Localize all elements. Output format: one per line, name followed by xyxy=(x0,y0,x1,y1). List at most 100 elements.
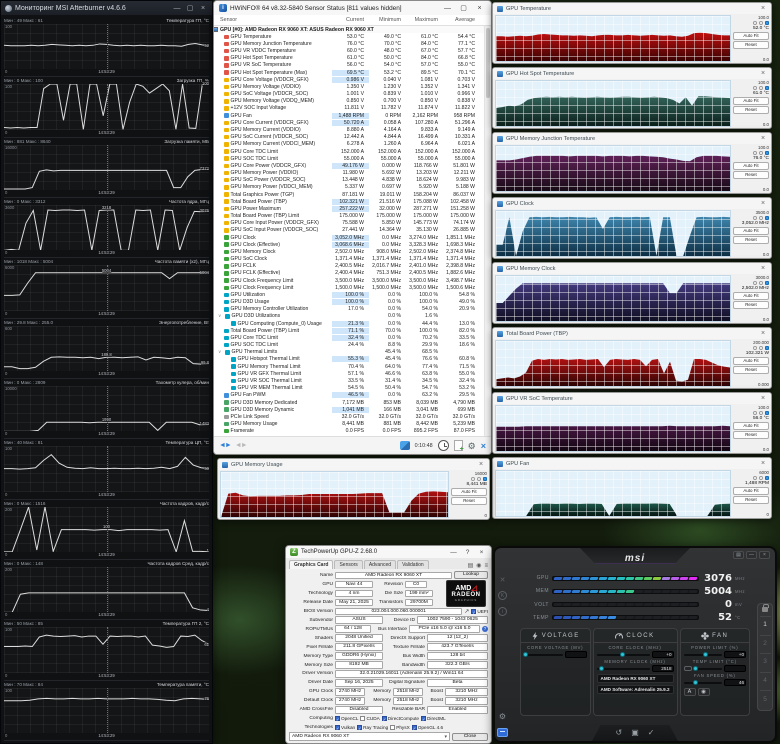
sensor-row[interactable]: GPU SoC Clock 1,371.4 MHz 1,371.4 MHz 1,371… xyxy=(214,256,484,263)
sensor-row[interactable]: Total Board Power (TBP) Limit 175.000 W 17… xyxy=(214,212,484,219)
sensor-row[interactable]: Total Board Power (TBP) Limit 71.1 % 70.0 … xyxy=(214,327,484,334)
profile-3-button[interactable]: 3 xyxy=(759,653,771,670)
graph-window-titlebar[interactable]: GPU Memory Usage × xyxy=(218,459,489,470)
sensor-row[interactable]: GPU VR GFX Thermal Limit 57.1 % 46.6 % 63.8… xyxy=(214,370,484,377)
sensor-row[interactable]: GPU Memory Junction Temperature 76.0 °C 70… xyxy=(214,40,484,47)
info-icon[interactable]: i xyxy=(498,607,507,616)
sensor-row[interactable]: GPU Clock Frequency Limit 1,500.0 MHz 1,50… xyxy=(214,284,484,291)
graph-option-checkbox[interactable] xyxy=(477,477,481,481)
slider-track[interactable] xyxy=(522,651,563,657)
sensor-row[interactable]: GPU Core TDC Limit 152.000 A 152.000 A 152.… xyxy=(214,148,484,155)
sensor-row[interactable]: GPU D3D Memory Dedicated 7,172 MB 853 MB 8,… xyxy=(214,399,484,406)
help-icon[interactable]: ? xyxy=(465,548,470,556)
auto-fit-button[interactable]: Auto Fit xyxy=(451,488,487,496)
sensor-row[interactable]: GPU FCLK 2,400.5 MHz 2,016.7 MHz 2,401.0 MH… xyxy=(214,263,484,270)
auto-fit-button[interactable]: Auto Fit xyxy=(733,487,769,495)
graph-window-titlebar[interactable]: GPU Fan × xyxy=(493,458,771,469)
lock-icon[interactable] xyxy=(762,604,769,612)
save-button[interactable]: ▣ xyxy=(631,728,639,737)
close-icon[interactable]: × xyxy=(760,330,766,337)
graph-option-checkbox[interactable] xyxy=(753,151,757,155)
slider-track[interactable] xyxy=(683,679,723,685)
fan-user-button[interactable]: ◉ xyxy=(697,688,710,696)
slider-value-box[interactable]: 2518 xyxy=(651,665,674,672)
close-icon[interactable]: × xyxy=(759,551,770,559)
graph-window-titlebar[interactable]: GPU Hot Spot Temperature × xyxy=(493,68,771,79)
sensor-row[interactable]: GPU Hot Spot Temperature 61.0 °C 50.0 °C 84… xyxy=(214,55,484,62)
prev-sensors-button[interactable]: ◄► xyxy=(219,442,232,449)
graph-option-checkbox[interactable] xyxy=(759,216,763,220)
graph-option-checkbox[interactable] xyxy=(753,411,757,415)
theme-icon[interactable]: ◉ xyxy=(476,563,482,569)
close-icon[interactable]: × xyxy=(760,5,766,12)
minimize-icon[interactable]: — xyxy=(746,551,757,559)
profile-1-button[interactable]: 1 xyxy=(759,616,771,633)
auto-fit-button[interactable]: Auto Fit xyxy=(733,162,769,170)
sensor-row[interactable]: GPU D3D Usage 100.0 % 0.0 % 100.0 % 49.0 % xyxy=(214,299,484,306)
graph-option-checkbox[interactable] xyxy=(765,86,769,90)
graph-option-checkbox[interactable] xyxy=(753,86,757,90)
gpu-select[interactable]: AMD Radeon RX 9060 XT ▾ xyxy=(289,732,450,741)
link-icon[interactable] xyxy=(683,666,692,671)
graph-window-titlebar[interactable]: GPU Memory Junction Temperature × xyxy=(493,133,771,144)
reset-button[interactable]: Reset xyxy=(733,41,769,49)
slider-thumb[interactable] xyxy=(693,679,699,685)
sensor-row[interactable]: GPU SoC Current (VDDCR_SOC) 12.442 A 4.844… xyxy=(214,134,484,141)
slider-value-box[interactable]: +0 xyxy=(651,651,674,658)
sensor-row[interactable]: GPU SoC Input Power (VDDCR_SOC) 27.441 W 1… xyxy=(214,227,484,234)
auto-fit-button[interactable]: Auto Fit xyxy=(733,357,769,365)
graph-option-checkbox[interactable] xyxy=(765,21,769,25)
checkbox-opencl[interactable]: ✓ OpenCL xyxy=(335,716,359,723)
sensor-row[interactable]: GPU Memory Controller Utilization 17.0 % 0… xyxy=(214,306,484,313)
settings-gear-icon[interactable]: ⚙ xyxy=(498,712,507,721)
sensor-row[interactable]: GPU Memory Usage 8,441 MB 881 MB 8,442 MB 5,… xyxy=(214,420,484,427)
afterburner-titlebar[interactable]: Мониторинг MSI Afterburner v4.6.6 — ▢ × xyxy=(1,1,212,15)
graph-option-checkbox[interactable] xyxy=(765,216,769,220)
slider-thumb[interactable] xyxy=(702,651,708,657)
graph-option-checkbox[interactable] xyxy=(483,477,487,481)
column-average[interactable]: Average xyxy=(455,17,475,23)
slider-thumb[interactable] xyxy=(522,651,528,657)
profile-2-button[interactable]: 2 xyxy=(759,634,771,652)
reset-button[interactable]: Reset xyxy=(733,106,769,114)
graph-option-checkbox[interactable] xyxy=(759,346,763,350)
close-icon[interactable]: × xyxy=(760,200,766,207)
auto-fit-button[interactable]: Auto Fit xyxy=(733,422,769,430)
checkbox-cuda[interactable]: CUDA xyxy=(360,716,380,722)
tab-graphics-card[interactable]: Graphics Card xyxy=(289,560,334,569)
graph-option-checkbox[interactable] xyxy=(765,151,769,155)
xtreme-icon[interactable]: ✕ xyxy=(499,577,506,584)
close-icon[interactable]: × xyxy=(478,461,484,468)
sensor-row[interactable]: GPU Memory Clock 2,502.0 MHz 908.0 MHz 2,50… xyxy=(214,248,484,255)
lookup-button[interactable]: Lookup xyxy=(454,571,488,580)
checkbox-physx[interactable]: PhysX xyxy=(390,725,410,731)
sensor-row[interactable]: GPU Power Maximum 257.222 W 32.000 W 287.27… xyxy=(214,205,484,212)
close-sensors-icon[interactable]: × xyxy=(480,440,486,451)
slider-thumb[interactable] xyxy=(599,665,605,671)
sensor-row[interactable]: GPU Memory Voltage (VDDIO) 1.350 V 1.230 V… xyxy=(214,83,484,90)
slider-value-box[interactable] xyxy=(724,665,747,672)
graph-option-checkbox[interactable] xyxy=(765,346,769,350)
fan-auto-button[interactable]: A xyxy=(683,688,696,696)
collapse-arrow-icon[interactable]: ∨ xyxy=(218,349,222,355)
reset-button[interactable]: Reset xyxy=(733,236,769,244)
sensor-row[interactable]: GPU Memory Current (VDDIO) 8.880 A 4.164 A… xyxy=(214,126,484,133)
help-icon[interactable]: ? xyxy=(482,626,488,633)
graph-option-checkbox[interactable] xyxy=(471,477,475,481)
column-current[interactable]: Current xyxy=(346,17,364,23)
close-icon[interactable]: × xyxy=(760,460,766,467)
sensor-row[interactable]: ∨ GPU D3D Utilizations 0.0 % 1.6 % xyxy=(214,313,484,320)
profile-4-button[interactable]: 4 xyxy=(759,671,771,689)
graph-option-checkbox[interactable] xyxy=(765,476,769,480)
sensor-row[interactable]: GPU Memory Voltage (VDDQ_MEM) 0.850 V 0.70… xyxy=(214,98,484,105)
graph-option-checkbox[interactable] xyxy=(753,281,757,285)
slider-thumb[interactable] xyxy=(692,665,698,671)
close-icon[interactable]: × xyxy=(760,70,766,77)
slider-value-box[interactable]: 46 xyxy=(724,679,747,686)
sensor-row[interactable]: GPU Memory Thermal Limit 70.4 % 64.0 % 77.4… xyxy=(214,363,484,370)
graph-option-checkbox[interactable] xyxy=(765,411,769,415)
sensor-row[interactable]: PCIe Link Speed 32.0 GT/s 32.0 GT/s 32.0 GT… xyxy=(214,413,484,420)
tab-advanced[interactable]: Advanced xyxy=(363,560,397,569)
graph-option-checkbox[interactable] xyxy=(759,21,763,25)
sensor-row[interactable]: GPU Hot Spot Temperature (Max) 69.5 °C 53.… xyxy=(214,69,484,76)
